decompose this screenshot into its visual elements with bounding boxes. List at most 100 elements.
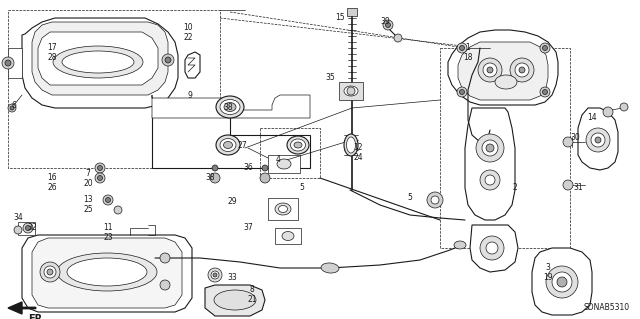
Polygon shape: [152, 115, 310, 168]
Text: 17: 17: [47, 43, 57, 53]
Text: 24: 24: [353, 153, 363, 162]
Circle shape: [485, 175, 495, 185]
Ellipse shape: [220, 138, 236, 152]
Text: 1: 1: [466, 43, 470, 53]
Polygon shape: [532, 248, 592, 315]
Circle shape: [510, 58, 534, 82]
Circle shape: [563, 180, 573, 190]
Circle shape: [431, 196, 439, 204]
Polygon shape: [38, 32, 158, 85]
Circle shape: [44, 266, 56, 278]
Text: 22: 22: [183, 33, 193, 42]
Circle shape: [460, 90, 465, 94]
Circle shape: [385, 23, 390, 27]
Text: 10: 10: [183, 24, 193, 33]
Text: 31: 31: [573, 183, 583, 192]
Text: 16: 16: [47, 174, 57, 182]
Polygon shape: [32, 22, 168, 95]
Circle shape: [165, 57, 171, 63]
Ellipse shape: [62, 51, 134, 73]
Circle shape: [383, 20, 393, 30]
Ellipse shape: [278, 205, 287, 212]
Circle shape: [586, 128, 610, 152]
Text: 34: 34: [13, 213, 23, 222]
Text: 12: 12: [353, 144, 363, 152]
FancyBboxPatch shape: [347, 8, 357, 16]
Circle shape: [595, 137, 601, 143]
Circle shape: [95, 173, 105, 183]
Text: 23: 23: [103, 234, 113, 242]
Polygon shape: [448, 30, 558, 105]
Circle shape: [480, 170, 500, 190]
Polygon shape: [8, 48, 22, 78]
Text: 26: 26: [47, 183, 57, 192]
Circle shape: [106, 197, 111, 203]
Circle shape: [486, 144, 494, 152]
Circle shape: [552, 272, 572, 292]
Text: 33: 33: [227, 273, 237, 283]
Ellipse shape: [282, 232, 294, 241]
Text: 11: 11: [103, 224, 113, 233]
Circle shape: [260, 173, 270, 183]
Text: 30: 30: [570, 133, 580, 143]
Ellipse shape: [277, 159, 291, 169]
Ellipse shape: [344, 134, 358, 156]
Ellipse shape: [275, 203, 291, 215]
Ellipse shape: [67, 258, 147, 286]
Circle shape: [591, 133, 605, 147]
Circle shape: [515, 63, 529, 77]
Text: 9: 9: [188, 91, 193, 100]
Text: 3: 3: [545, 263, 550, 272]
Circle shape: [563, 137, 573, 147]
Text: 2: 2: [513, 183, 517, 192]
Circle shape: [211, 271, 219, 279]
Polygon shape: [8, 302, 22, 314]
Circle shape: [557, 277, 567, 287]
Circle shape: [8, 104, 16, 112]
Text: 25: 25: [83, 205, 93, 214]
Polygon shape: [32, 238, 182, 308]
Circle shape: [540, 43, 550, 53]
Polygon shape: [470, 225, 518, 272]
Circle shape: [543, 90, 547, 94]
Text: SDNAB5310: SDNAB5310: [584, 303, 630, 312]
Circle shape: [114, 206, 122, 214]
Circle shape: [486, 242, 498, 254]
Ellipse shape: [216, 135, 240, 155]
Circle shape: [483, 63, 497, 77]
Text: 19: 19: [543, 273, 553, 283]
Text: 37: 37: [243, 224, 253, 233]
Text: 4: 4: [276, 155, 280, 165]
Text: FR.: FR.: [28, 314, 46, 319]
Ellipse shape: [53, 46, 143, 78]
Text: 13: 13: [83, 196, 93, 204]
FancyBboxPatch shape: [275, 228, 301, 244]
Polygon shape: [22, 235, 192, 312]
Circle shape: [2, 57, 14, 69]
Circle shape: [5, 60, 11, 66]
Text: 8: 8: [250, 286, 254, 294]
Ellipse shape: [495, 75, 517, 89]
Text: 27: 27: [237, 140, 247, 150]
Text: 20: 20: [83, 179, 93, 188]
FancyBboxPatch shape: [268, 155, 300, 173]
Polygon shape: [22, 18, 178, 108]
Text: 39: 39: [380, 18, 390, 26]
Text: 5: 5: [408, 194, 412, 203]
Text: 28: 28: [47, 54, 57, 63]
Circle shape: [540, 87, 550, 97]
Circle shape: [460, 46, 465, 50]
Circle shape: [103, 195, 113, 205]
Circle shape: [457, 43, 467, 53]
Circle shape: [97, 175, 102, 181]
Text: 5: 5: [300, 183, 305, 192]
Ellipse shape: [294, 142, 302, 148]
Ellipse shape: [220, 100, 240, 115]
Circle shape: [162, 54, 174, 66]
Text: 38: 38: [223, 103, 233, 113]
Text: 29: 29: [227, 197, 237, 206]
Circle shape: [26, 226, 31, 231]
Circle shape: [212, 165, 218, 171]
Circle shape: [480, 236, 504, 260]
Circle shape: [213, 273, 217, 277]
